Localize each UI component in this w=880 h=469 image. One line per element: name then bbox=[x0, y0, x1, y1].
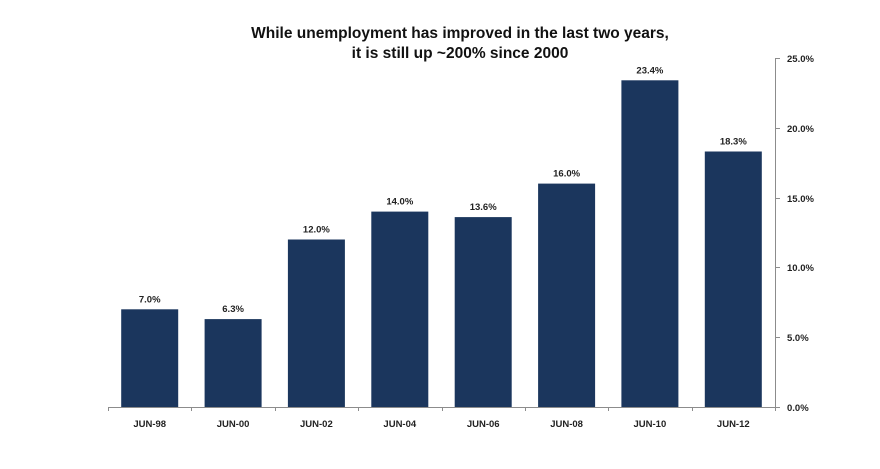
x-tick-label: JUN-04 bbox=[383, 419, 416, 430]
bar bbox=[287, 239, 345, 407]
data-label: 14.0% bbox=[386, 197, 413, 208]
data-label: 18.3% bbox=[720, 137, 747, 148]
y-tick-label: 20.0% bbox=[787, 124, 814, 135]
y-tick-label: 5.0% bbox=[787, 333, 809, 344]
y-tick-label: 0.0% bbox=[787, 403, 809, 414]
x-tick-label: JUN-98 bbox=[133, 419, 166, 430]
bar bbox=[454, 217, 512, 407]
data-label: 12.0% bbox=[303, 225, 330, 236]
data-label: 16.0% bbox=[553, 169, 580, 180]
chart-title-line-1: While unemployment has improved in the l… bbox=[251, 25, 669, 42]
y-tick-label: 10.0% bbox=[787, 263, 814, 274]
data-label: 7.0% bbox=[139, 294, 161, 305]
bar bbox=[371, 211, 429, 407]
x-tick-label: JUN-12 bbox=[717, 419, 750, 430]
x-tick-label: JUN-06 bbox=[467, 419, 500, 430]
bar bbox=[204, 319, 262, 407]
x-tick-label: JUN-08 bbox=[550, 419, 583, 430]
chart-title-line-2: it is still up ~200% since 2000 bbox=[351, 45, 569, 62]
bar bbox=[538, 183, 596, 407]
chart-title: While unemployment has improved in the l… bbox=[150, 24, 770, 64]
bar bbox=[621, 80, 679, 408]
data-label: 23.4% bbox=[636, 65, 663, 76]
x-tick-label: JUN-02 bbox=[300, 419, 333, 430]
x-tick-label: JUN-00 bbox=[217, 419, 250, 430]
y-tick-label: 25.0% bbox=[787, 54, 814, 65]
bar bbox=[121, 309, 179, 407]
y-tick-label: 15.0% bbox=[787, 194, 814, 205]
bar bbox=[704, 151, 762, 407]
x-tick-label: JUN-10 bbox=[634, 419, 667, 430]
data-label: 6.3% bbox=[222, 304, 244, 315]
data-label: 13.6% bbox=[470, 202, 497, 213]
